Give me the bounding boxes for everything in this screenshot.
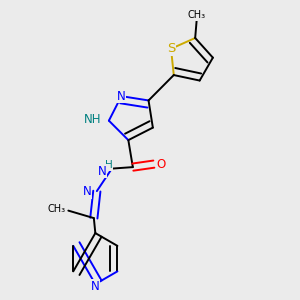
Text: NH: NH (84, 113, 101, 126)
Text: N: N (91, 280, 100, 293)
Text: N: N (98, 164, 106, 178)
Text: CH₃: CH₃ (188, 11, 206, 20)
Text: O: O (157, 158, 166, 171)
Text: N: N (117, 90, 126, 103)
Text: N: N (83, 185, 92, 198)
Text: CH₃: CH₃ (47, 204, 65, 214)
Text: S: S (167, 42, 175, 55)
Text: H: H (105, 160, 113, 170)
